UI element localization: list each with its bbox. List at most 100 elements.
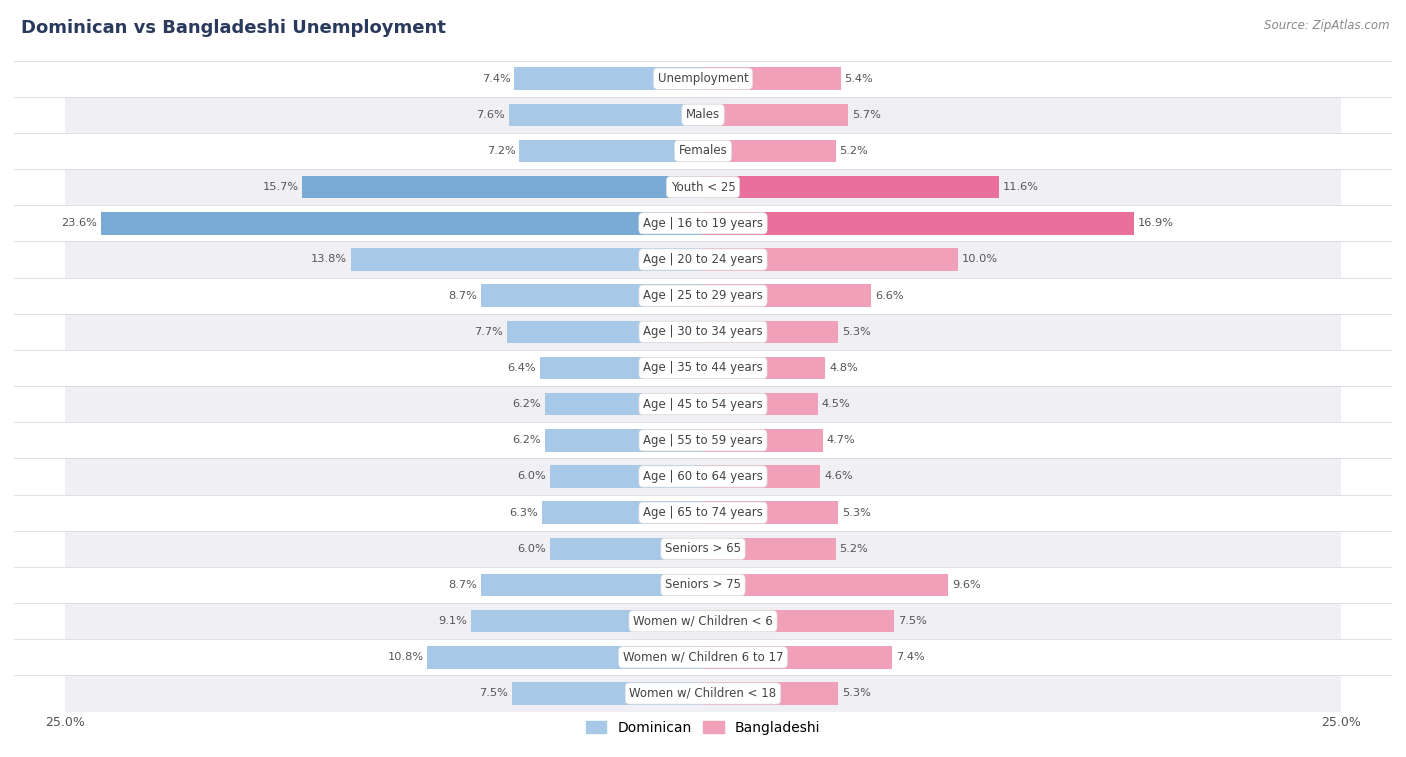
Bar — [65, 675, 1341, 712]
Text: Youth < 25: Youth < 25 — [671, 181, 735, 194]
Text: Women w/ Children < 6: Women w/ Children < 6 — [633, 615, 773, 628]
Text: 6.2%: 6.2% — [512, 399, 541, 409]
Bar — [65, 494, 1341, 531]
Bar — [703, 176, 1000, 198]
Text: 7.4%: 7.4% — [896, 653, 924, 662]
Bar — [703, 466, 820, 488]
Text: 8.7%: 8.7% — [449, 291, 477, 301]
Text: 23.6%: 23.6% — [60, 218, 97, 229]
Bar — [65, 278, 1341, 313]
Text: 6.2%: 6.2% — [512, 435, 541, 445]
Text: 16.9%: 16.9% — [1137, 218, 1174, 229]
Text: 7.4%: 7.4% — [482, 73, 510, 83]
Text: Dominican vs Bangladeshi Unemployment: Dominican vs Bangladeshi Unemployment — [21, 19, 446, 37]
Bar — [65, 313, 1341, 350]
Text: Women w/ Children < 18: Women w/ Children < 18 — [630, 687, 776, 700]
Text: 5.4%: 5.4% — [845, 73, 873, 83]
Bar — [65, 205, 1341, 241]
Bar — [509, 104, 703, 126]
Bar — [703, 357, 825, 379]
Text: 5.2%: 5.2% — [839, 146, 869, 156]
Bar — [65, 61, 1341, 97]
Text: 7.2%: 7.2% — [486, 146, 516, 156]
Text: Males: Males — [686, 108, 720, 121]
Text: 7.5%: 7.5% — [479, 689, 508, 699]
Text: 7.6%: 7.6% — [477, 110, 505, 120]
Bar — [550, 537, 703, 560]
Text: Age | 60 to 64 years: Age | 60 to 64 years — [643, 470, 763, 483]
Text: Age | 55 to 59 years: Age | 55 to 59 years — [643, 434, 763, 447]
Bar — [65, 459, 1341, 494]
Text: 9.1%: 9.1% — [439, 616, 467, 626]
Text: Age | 30 to 34 years: Age | 30 to 34 years — [643, 326, 763, 338]
Text: 6.3%: 6.3% — [509, 508, 538, 518]
Bar — [703, 285, 872, 307]
Text: 6.4%: 6.4% — [508, 363, 536, 373]
Text: Age | 45 to 54 years: Age | 45 to 54 years — [643, 397, 763, 410]
Text: 4.8%: 4.8% — [830, 363, 858, 373]
Bar — [703, 574, 948, 597]
Bar — [543, 501, 703, 524]
Text: 5.7%: 5.7% — [852, 110, 882, 120]
Bar — [703, 321, 838, 343]
Text: 5.3%: 5.3% — [842, 689, 870, 699]
Bar — [703, 67, 841, 90]
Bar — [471, 610, 703, 632]
Bar — [65, 603, 1341, 639]
Bar — [703, 140, 835, 162]
Text: 5.3%: 5.3% — [842, 508, 870, 518]
Text: 4.5%: 4.5% — [821, 399, 851, 409]
Text: 6.0%: 6.0% — [517, 544, 546, 554]
Bar — [703, 537, 835, 560]
Text: 6.0%: 6.0% — [517, 472, 546, 481]
Bar — [544, 393, 703, 416]
Text: 11.6%: 11.6% — [1002, 182, 1039, 192]
Bar — [481, 285, 703, 307]
Bar — [65, 97, 1341, 133]
Bar — [65, 386, 1341, 422]
Text: 4.6%: 4.6% — [824, 472, 853, 481]
Text: Age | 20 to 24 years: Age | 20 to 24 years — [643, 253, 763, 266]
Bar — [302, 176, 703, 198]
Text: 10.0%: 10.0% — [962, 254, 998, 264]
Bar — [703, 429, 823, 451]
Text: Women w/ Children 6 to 17: Women w/ Children 6 to 17 — [623, 651, 783, 664]
Bar — [65, 169, 1341, 205]
Text: 5.3%: 5.3% — [842, 327, 870, 337]
Bar — [481, 574, 703, 597]
Bar — [65, 567, 1341, 603]
Bar — [65, 422, 1341, 459]
Bar — [703, 610, 894, 632]
Text: 4.7%: 4.7% — [827, 435, 855, 445]
Bar — [703, 682, 838, 705]
Bar — [506, 321, 703, 343]
Bar — [101, 212, 703, 235]
Text: 9.6%: 9.6% — [952, 580, 980, 590]
Text: Seniors > 75: Seniors > 75 — [665, 578, 741, 591]
Bar — [352, 248, 703, 271]
Bar — [65, 531, 1341, 567]
Text: Source: ZipAtlas.com: Source: ZipAtlas.com — [1264, 19, 1389, 32]
Legend: Dominican, Bangladeshi: Dominican, Bangladeshi — [581, 715, 825, 740]
Text: Age | 25 to 29 years: Age | 25 to 29 years — [643, 289, 763, 302]
Text: Age | 65 to 74 years: Age | 65 to 74 years — [643, 506, 763, 519]
Bar — [703, 646, 891, 668]
Bar — [544, 429, 703, 451]
Bar — [427, 646, 703, 668]
Bar — [540, 357, 703, 379]
Text: 15.7%: 15.7% — [263, 182, 298, 192]
Bar — [703, 248, 957, 271]
Bar — [65, 639, 1341, 675]
Text: 7.5%: 7.5% — [898, 616, 927, 626]
Text: 13.8%: 13.8% — [311, 254, 347, 264]
Bar — [515, 67, 703, 90]
Bar — [703, 212, 1135, 235]
Text: Seniors > 65: Seniors > 65 — [665, 542, 741, 556]
Text: Unemployment: Unemployment — [658, 72, 748, 85]
Text: 7.7%: 7.7% — [474, 327, 503, 337]
Bar — [550, 466, 703, 488]
Bar — [65, 241, 1341, 278]
Bar — [65, 133, 1341, 169]
Text: 6.6%: 6.6% — [875, 291, 904, 301]
Text: 10.8%: 10.8% — [388, 653, 423, 662]
